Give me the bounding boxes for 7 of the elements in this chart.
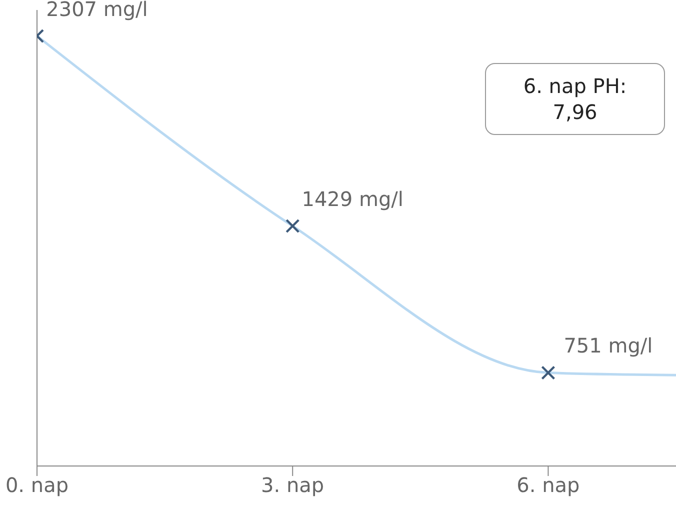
data-label: 751 mg/l [564, 334, 653, 358]
x-tick-label: 6. nap [516, 473, 580, 498]
x-tick-label: 3. nap [261, 473, 324, 498]
x-tick-label: 0. nap [5, 473, 69, 498]
data-label: 1429 mg/l [302, 186, 404, 211]
data-label: 2307 mg/l [46, 0, 148, 21]
annotation: 6. nap PH: 7,96 [523, 73, 627, 125]
